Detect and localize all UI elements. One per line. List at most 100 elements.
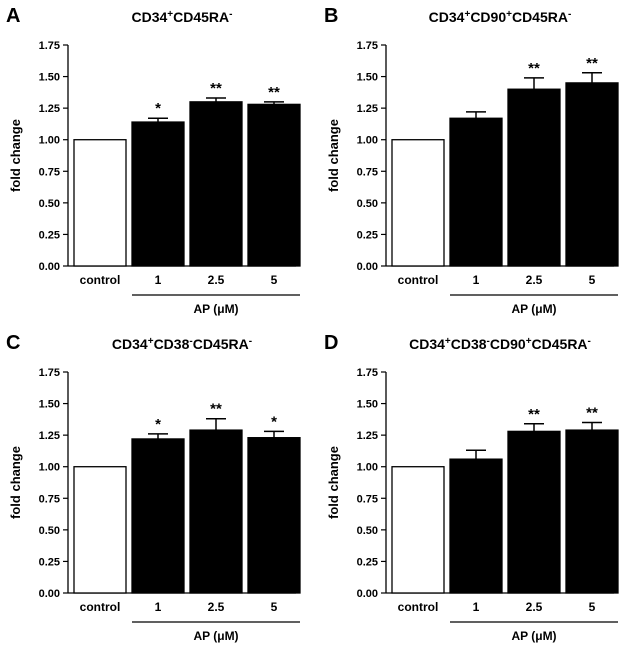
y-tick-label: 1.25 <box>39 430 60 442</box>
bar <box>449 117 503 267</box>
title-superscript: - <box>487 336 490 347</box>
significance-mark: ** <box>268 84 280 101</box>
bar <box>507 430 561 594</box>
y-tick-label: 1.00 <box>39 135 60 147</box>
y-tick-label: 1.00 <box>357 462 378 474</box>
title-superscript: + <box>148 336 154 347</box>
x-tick-label: 5 <box>589 273 596 287</box>
significance-mark: ** <box>528 60 540 77</box>
bar <box>247 103 301 267</box>
title-superscript: + <box>167 9 173 20</box>
y-tick-label: 1.50 <box>357 72 378 84</box>
y-tick-label: 1.75 <box>39 367 60 379</box>
bar <box>391 466 445 594</box>
bar <box>73 139 127 267</box>
title-part: CD34 <box>132 9 168 25</box>
y-tick-label: 1.00 <box>357 135 378 147</box>
y-tick-label: 0.75 <box>39 493 60 505</box>
bar <box>565 429 619 594</box>
bar <box>131 121 185 267</box>
y-tick-label: 0.25 <box>357 229 378 241</box>
y-tick-label: 1.25 <box>357 430 378 442</box>
title-superscript: - <box>588 336 591 347</box>
significance-mark: ** <box>210 401 222 418</box>
x-tick-label: 1 <box>155 273 162 287</box>
x-tick-label: 1 <box>473 600 480 614</box>
bar <box>189 101 243 267</box>
title-superscript: + <box>464 9 470 20</box>
panel-c: C CD34+CD38-CD45RA- 0.00 0.25 0.50 0.75 1.00 1.… <box>0 327 317 654</box>
chart-b: B CD34+CD90+CD45RA-0.000.250.500.751.001.… <box>324 5 619 316</box>
chart-a: A CD34+CD45RA- 0.00 0.25 0.50 0.75 1.00 1.25 1.5… <box>6 5 301 316</box>
bar <box>131 438 185 594</box>
bar <box>189 429 243 594</box>
y-tick-label: 0.75 <box>39 166 60 178</box>
y-tick-label: 1.25 <box>357 103 378 115</box>
y-tick-label: 0.25 <box>357 556 378 568</box>
panel-d: D CD34+CD38-CD90+CD45RA- 0.00 0.25 0.50 0.75 1… <box>318 327 635 654</box>
y-axis-label: fold change <box>326 119 341 192</box>
y-tick-label: 0.00 <box>39 261 60 273</box>
x-tick-label: control <box>80 273 121 287</box>
y-tick-label: 0.00 <box>39 588 60 600</box>
chart-title: CD34+CD38-CD45RA- <box>112 336 252 353</box>
title-superscript: - <box>189 336 192 347</box>
panel-letter: A <box>6 5 20 27</box>
title-superscript: + <box>445 336 451 347</box>
title-superscript: - <box>568 9 571 20</box>
x-tick-label: 2.5 <box>526 273 543 287</box>
panel-letter: D <box>324 332 338 354</box>
group-label: AP (μM) <box>193 629 238 643</box>
title-superscript: + <box>526 336 532 347</box>
x-tick-label: 5 <box>589 600 596 614</box>
y-tick-label: 0.75 <box>357 166 378 178</box>
x-tick-label: 2.5 <box>208 273 225 287</box>
significance-mark: * <box>271 413 277 430</box>
title-part: CD45RA <box>532 336 588 352</box>
y-tick-label: 0.00 <box>357 261 378 273</box>
chart-d: D CD34+CD38-CD90+CD45RA-0.000.250.500.751… <box>324 332 619 643</box>
x-tick-label: 1 <box>155 600 162 614</box>
y-tick-label: 0.25 <box>39 229 60 241</box>
title-part: CD45RA <box>193 336 249 352</box>
y-axis-label: fold change <box>326 446 341 519</box>
significance-mark: ** <box>210 80 222 97</box>
chart-title: CD34+CD90+CD45RA- <box>429 9 572 26</box>
title-superscript: - <box>229 9 232 20</box>
x-tick-label: control <box>80 600 121 614</box>
y-tick-label: 0.50 <box>357 198 378 210</box>
panel-b: B CD34+CD90+CD45RA- 0.00 0.25 0.50 0.75 1.00 1.… <box>318 0 635 327</box>
y-tick-label: 1.75 <box>39 40 60 52</box>
y-tick-label: 1.75 <box>357 367 378 379</box>
chart-title: CD34+CD38-CD90+CD45RA- <box>409 336 591 353</box>
significance-mark: ** <box>528 406 540 423</box>
x-tick-label: 5 <box>271 600 278 614</box>
bar <box>449 458 503 594</box>
group-label: AP (μM) <box>193 302 238 316</box>
panel-letter: C <box>6 332 20 354</box>
title-superscript: - <box>249 336 252 347</box>
y-tick-label: 1.00 <box>39 462 60 474</box>
title-superscript: + <box>506 9 512 20</box>
title-part: CD34 <box>112 336 148 352</box>
title-part: CD34 <box>409 336 445 352</box>
y-axis-label: fold change <box>8 119 23 192</box>
title-part: CD45RA <box>512 9 568 25</box>
title-part: CD90 <box>490 336 526 352</box>
significance-mark: ** <box>586 405 598 422</box>
significance-mark: * <box>155 416 161 433</box>
title-part: CD38 <box>154 336 190 352</box>
y-tick-label: 1.75 <box>357 40 378 52</box>
significance-mark: ** <box>586 55 598 72</box>
x-tick-label: 2.5 <box>526 600 543 614</box>
bar <box>507 88 561 267</box>
title-part: CD38 <box>451 336 487 352</box>
y-tick-label: 0.00 <box>357 588 378 600</box>
y-tick-label: 0.50 <box>39 525 60 537</box>
title-part: CD90 <box>470 9 506 25</box>
x-tick-label: 5 <box>271 273 278 287</box>
bar <box>565 82 619 267</box>
y-tick-label: 0.50 <box>39 198 60 210</box>
y-tick-label: 0.25 <box>39 556 60 568</box>
